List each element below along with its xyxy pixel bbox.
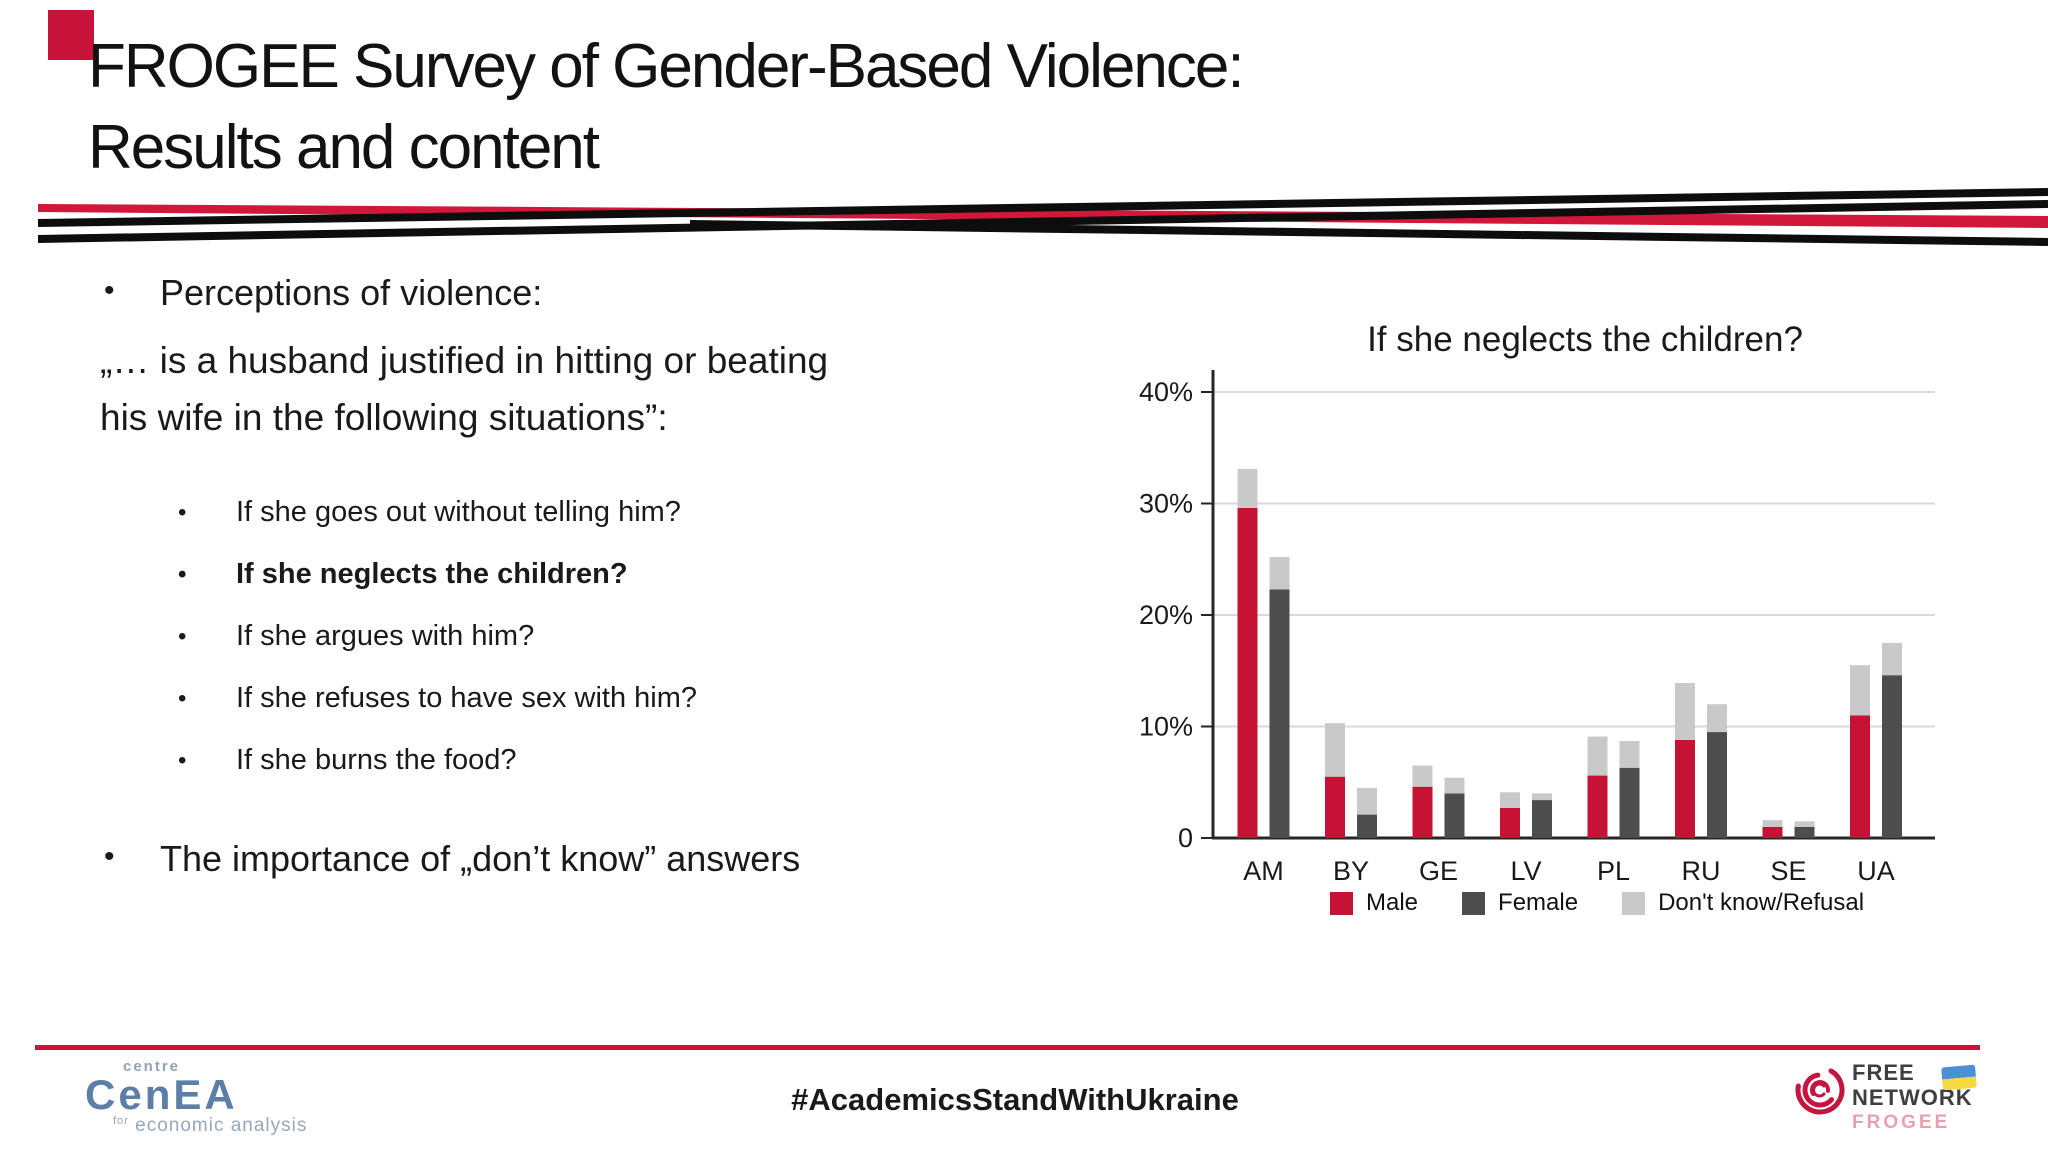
corner-accent (48, 10, 94, 60)
list-item: • If she refuses to have sex with him? (178, 682, 697, 744)
legend-item-dontknow: Don't know/Refusal (1622, 889, 1864, 917)
frogee-line: FROGEE (1852, 1112, 1951, 1133)
bullet-dont-know-label: The importance of „don’t know” answers (160, 838, 801, 879)
svg-text:SE: SE (1770, 856, 1806, 886)
cenea-sub-text: economic analysis (135, 1115, 308, 1136)
cenea-logo-sub: for economic analysis (113, 1115, 345, 1137)
cenea-logo-top: centre (123, 1058, 181, 1075)
list-item: • If she burns the food? (178, 744, 697, 806)
chart-title: If she neglects the children? (1367, 320, 1803, 359)
svg-text:BY: BY (1333, 856, 1369, 886)
legend-item-female: Female (1462, 889, 1578, 917)
situation-list: • If she goes out without telling him? • I… (178, 496, 697, 806)
svg-text:0: 0 (1178, 823, 1193, 853)
list-item-label: If she neglects the children? (236, 558, 628, 590)
svg-text:GE: GE (1419, 856, 1458, 886)
quote-line2: his wife in the following situations”: (100, 397, 668, 438)
chart-legend: Male Female Don't know/Refusal (1330, 889, 1864, 917)
slide-title-line2: Results and content (88, 113, 600, 182)
female-swatch (1462, 891, 1486, 915)
survey-question-quote: „… is a husband justified in hitting or … (100, 332, 828, 446)
free-network-swirl-icon (1795, 1065, 1845, 1115)
hashtag-text: #AcademicsStandWithUkraine (791, 1082, 1239, 1117)
bullet-marker: • (178, 499, 187, 526)
svg-text:LV: LV (1510, 856, 1541, 886)
free-network-logo: FREE NETWORK FROGEE (1794, 1058, 2034, 1142)
legend-item-male: Male (1330, 889, 1418, 917)
list-item-label: If she refuses to have sex with him? (236, 682, 697, 714)
bullet-marker: • (178, 685, 187, 712)
bullet-perceptions: • Perceptions of violence: (104, 272, 542, 314)
legend-label: Male (1366, 889, 1419, 916)
bar-chart: 0 10% 20% 30% 40% AM BY GE LV PL RU SE UA (1139, 370, 1935, 886)
title-flourish (37, 188, 2048, 246)
footer-divider (35, 1045, 1980, 1050)
cenea-sub-prefix: for (113, 1115, 129, 1127)
svg-text:AM: AM (1243, 856, 1284, 886)
bullet-marker: • (104, 274, 115, 307)
svg-text:30%: 30% (1139, 489, 1193, 519)
bullet-marker: • (178, 561, 187, 588)
bullet-perceptions-label: Perceptions of violence: (160, 272, 543, 313)
svg-text:RU: RU (1682, 856, 1721, 886)
svg-text:20%: 20% (1139, 600, 1193, 630)
list-item-label: If she goes out without telling him? (236, 496, 681, 528)
list-item-highlighted: • If she neglects the children? (178, 558, 697, 620)
bullet-marker: • (178, 623, 187, 650)
male-swatch (1330, 891, 1353, 915)
cenea-logo: centre CenEA for economic analysis (85, 1058, 345, 1137)
bullet-marker: • (178, 747, 187, 774)
slide-title: FROGEE Survey of Gender-Based Violence: … (88, 26, 1245, 188)
slide-title-line1: FROGEE Survey of Gender-Based Violence: (88, 32, 1245, 101)
dontknow-swatch (1622, 891, 1646, 915)
svg-text:UA: UA (1857, 856, 1895, 886)
list-item: • If she argues with him? (178, 620, 697, 682)
quote-line1: „… is a husband justified in hitting or … (100, 340, 829, 381)
ukraine-flag-icon (1941, 1064, 1977, 1091)
bullet-marker: • (104, 840, 115, 873)
svg-text:40%: 40% (1139, 377, 1193, 407)
list-item-label: If she burns the food? (236, 744, 517, 776)
legend-label: Don't know/Refusal (1658, 889, 1865, 916)
bullet-dont-know: • The importance of „don’t know” answers (104, 838, 800, 880)
cenea-logo-name: CenEA (85, 1071, 238, 1118)
free-line: FREE (1852, 1060, 1915, 1085)
svg-text:PL: PL (1597, 856, 1630, 886)
list-item: • If she goes out without telling him? (178, 496, 697, 558)
svg-text:10%: 10% (1139, 712, 1193, 742)
list-item-label: If she argues with him? (236, 620, 535, 652)
legend-label: Female (1498, 889, 1579, 916)
